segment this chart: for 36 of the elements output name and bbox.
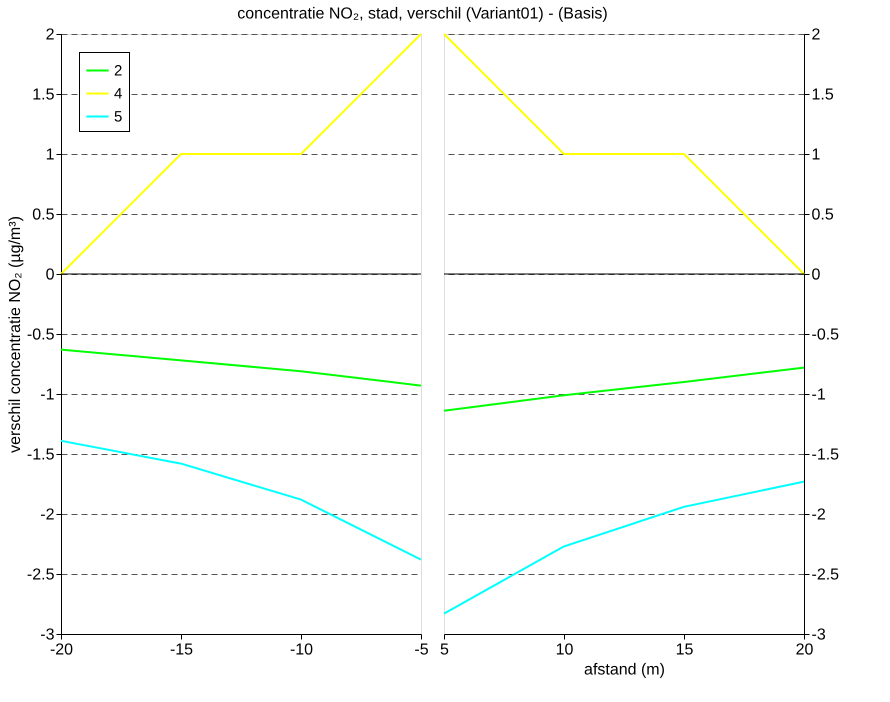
x-axis-title: afstand (m) xyxy=(584,662,665,678)
y-tick-label: -0.5 xyxy=(812,326,840,344)
x-tick-label: 5 xyxy=(440,642,450,658)
x-tick-label: -5 xyxy=(414,642,429,658)
y-tick-label: -1.5 xyxy=(26,446,55,464)
y-axis-title: verschil concentratie NO₂ (µg/m³) xyxy=(6,216,24,453)
y-tick-label: -1 xyxy=(40,386,55,404)
y-tick-label: 2 xyxy=(46,26,55,44)
y-tick-label: -3 xyxy=(40,626,55,644)
legend-label: 4 xyxy=(114,86,122,102)
y-tick-label: -2 xyxy=(812,506,826,524)
y-tick-label: -2 xyxy=(40,506,55,524)
y-tick-label: -1 xyxy=(812,386,826,404)
y-tick-label: 2 xyxy=(812,26,820,44)
x-tick-label: -10 xyxy=(290,642,314,658)
y-tick-label: -2.5 xyxy=(26,566,55,584)
y-tick-label: 0 xyxy=(812,266,820,284)
x-tick-label: 20 xyxy=(796,642,814,658)
y-tick-label: 1 xyxy=(812,146,820,164)
y-tick-label: -3 xyxy=(812,626,826,644)
y-tick-label: 0.5 xyxy=(812,206,834,224)
y-tick-label: 1.5 xyxy=(812,86,834,104)
x-tick-label: -20 xyxy=(50,642,74,658)
legend-label: 2 xyxy=(114,62,122,80)
legend-label: 5 xyxy=(114,108,122,126)
chart-title: concentratie NO₂, stad, verschil (Variant01) - (Basis) xyxy=(237,6,608,22)
x-tick-label: 10 xyxy=(556,642,574,658)
y-tick-label: -2.5 xyxy=(812,566,840,584)
y-tick-label: 0 xyxy=(46,266,55,284)
y-tick-label: 1 xyxy=(46,146,55,164)
y-tick-label: -0.5 xyxy=(26,326,55,344)
y-tick-label: 1.5 xyxy=(32,86,55,104)
x-tick-label: 15 xyxy=(676,642,694,658)
y-tick-label: 0.5 xyxy=(32,206,55,224)
x-tick-label: -15 xyxy=(170,642,194,658)
y-tick-label: -1.5 xyxy=(812,446,840,464)
